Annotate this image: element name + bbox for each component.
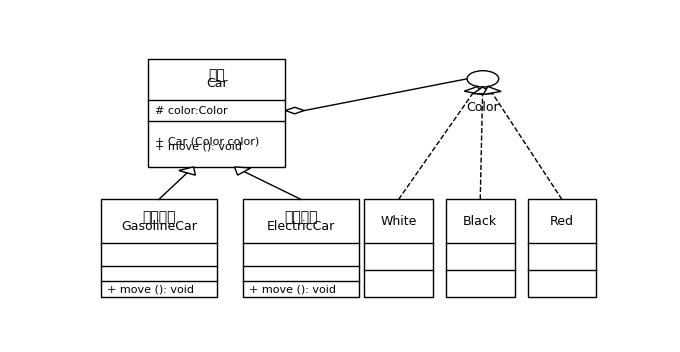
Polygon shape (286, 107, 304, 114)
Polygon shape (235, 167, 251, 175)
Text: Car: Car (206, 77, 228, 90)
Text: GasolineCar: GasolineCar (121, 220, 197, 233)
Text: Red: Red (550, 215, 574, 228)
Text: 汽油汽车: 汽油汽车 (142, 210, 175, 224)
Text: Color: Color (466, 101, 499, 114)
Bar (101, 200, 217, 297)
Polygon shape (473, 87, 492, 94)
Bar (528, 200, 596, 297)
Text: # color:Color: # color:Color (154, 106, 227, 115)
Text: White: White (380, 215, 417, 228)
Text: 电动汽车: 电动汽车 (284, 210, 318, 224)
Text: + move (): void: + move (): void (250, 284, 337, 294)
Polygon shape (464, 87, 482, 94)
Bar (364, 200, 432, 297)
Text: + move (): void: + move (): void (154, 142, 241, 152)
Text: Black: Black (463, 215, 497, 228)
Polygon shape (483, 87, 501, 95)
Text: + Car (Color color): + Car (Color color) (154, 137, 259, 147)
Bar (243, 200, 359, 297)
Circle shape (467, 71, 498, 87)
Bar (446, 200, 515, 297)
Text: 汽车: 汽车 (208, 68, 225, 82)
Text: ElectricCar: ElectricCar (267, 220, 335, 233)
Text: + move (): void: + move (): void (107, 284, 194, 294)
Polygon shape (179, 167, 195, 175)
Bar (148, 58, 286, 167)
